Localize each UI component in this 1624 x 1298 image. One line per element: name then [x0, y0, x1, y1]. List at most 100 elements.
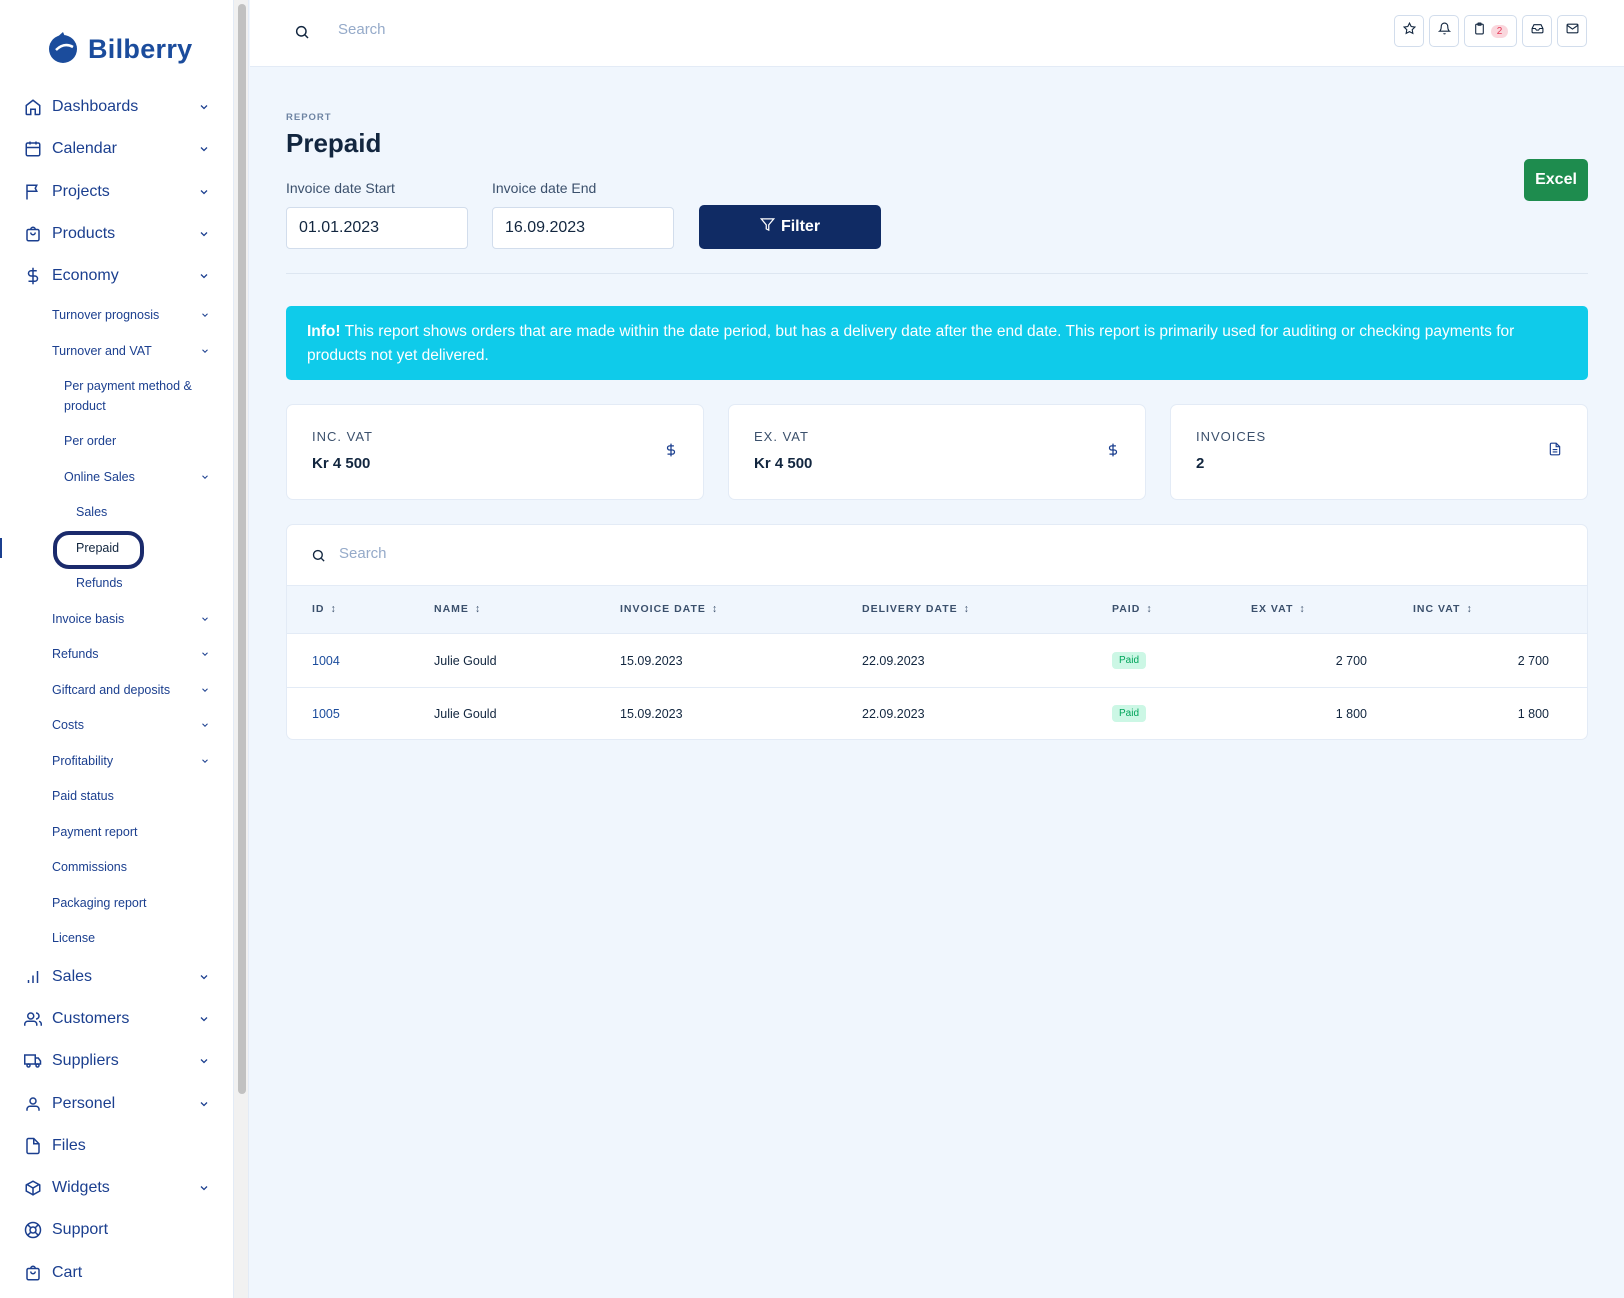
sidebar-item-license[interactable]: License: [52, 931, 96, 945]
sidebar-item-online-refunds[interactable]: Refunds: [76, 576, 123, 590]
nav-widgets[interactable]: Widgets: [22, 1177, 212, 1199]
order-id-link[interactable]: 1004: [312, 654, 340, 668]
chevron-down-icon: [196, 226, 212, 242]
chevron-down-icon: [196, 1096, 212, 1112]
sidebar-item-invoice-basis[interactable]: Invoice basis: [52, 609, 212, 629]
stat-label: INVOICES: [1196, 429, 1267, 444]
start-date-label: Invoice date Start: [286, 180, 395, 196]
sidebar-item-sales[interactable]: Sales: [76, 505, 108, 519]
file-icon: [22, 1135, 44, 1157]
filter-button[interactable]: Filter: [699, 205, 881, 249]
nav-sales[interactable]: Sales: [22, 966, 212, 988]
paid-status-badge: Paid: [1112, 705, 1147, 722]
sidebar-item-paid-status[interactable]: Paid status: [52, 789, 114, 803]
stat-value: Kr 4 500: [312, 455, 371, 472]
clipboard-button[interactable]: 2: [1464, 15, 1517, 47]
sidebar-item-turnover-and-vat[interactable]: Turnover and VAT: [52, 341, 212, 361]
sidebar-item-payment-report[interactable]: Payment report: [52, 825, 138, 839]
favorites-button[interactable]: [1394, 15, 1424, 47]
clipboard-count-badge: 2: [1490, 24, 1509, 38]
inc-vat-amount: 2 700: [1517, 654, 1549, 668]
column-header-inc-vat[interactable]: INC VAT ↕: [1413, 603, 1473, 615]
notifications-button[interactable]: [1429, 15, 1459, 47]
nav-support[interactable]: Support: [22, 1219, 212, 1241]
invoice-date: 15.09.2023: [620, 654, 683, 668]
nav-economy[interactable]: Economy: [22, 265, 212, 287]
nav-projects[interactable]: Projects: [22, 181, 212, 203]
inbox-button[interactable]: [1522, 15, 1552, 47]
chevron-down-icon: [198, 754, 212, 768]
sort-icon: ↕: [1299, 603, 1306, 615]
mail-button[interactable]: [1557, 15, 1587, 47]
sort-icon: ↕: [963, 603, 970, 615]
chevron-down-icon: [196, 141, 212, 157]
truck-icon: [22, 1050, 44, 1072]
table-row: 1005 Julie Gould 15.09.2023 22.09.2023 P…: [287, 688, 1587, 739]
chevron-down-icon: [198, 308, 212, 322]
column-header-name[interactable]: NAME ↕: [434, 603, 482, 615]
stat-card-invoices: INVOICES 2: [1170, 404, 1588, 500]
divider: [286, 273, 1588, 274]
customer-name: Julie Gould: [434, 707, 497, 721]
nav-dashboards[interactable]: Dashboards: [22, 96, 212, 118]
sidebar-item-profitability[interactable]: Profitability: [52, 751, 212, 771]
stat-card-inc-vat: INC. VAT Kr 4 500: [286, 404, 704, 500]
column-header-paid[interactable]: PAID ↕: [1112, 603, 1153, 615]
stat-label: EX. VAT: [754, 429, 809, 444]
column-header-ex-vat[interactable]: EX VAT ↕: [1251, 603, 1306, 615]
sidebar-item-per-order[interactable]: Per order: [64, 434, 117, 448]
nav-files[interactable]: Files: [22, 1135, 212, 1157]
global-search-input[interactable]: [338, 21, 638, 38]
table-search-input[interactable]: [339, 545, 739, 562]
end-date-label: Invoice date End: [492, 180, 597, 196]
sidebar-item-turnover-prognosis[interactable]: Turnover prognosis: [52, 305, 212, 325]
page-title: Prepaid: [286, 128, 382, 158]
end-date-input[interactable]: [492, 207, 674, 249]
sort-icon: ↕: [1466, 603, 1473, 615]
sidebar-item-online-sales[interactable]: Online Sales: [64, 467, 212, 487]
sidebar-item-per-payment-method[interactable]: Per payment method & product: [64, 379, 192, 413]
sidebar-item-packaging-report[interactable]: Packaging report: [52, 896, 147, 910]
box-icon: [22, 1177, 44, 1199]
sidebar-item-costs[interactable]: Costs: [52, 715, 212, 735]
scrollbar-thumb[interactable]: [238, 4, 246, 1094]
sidebar-scrollbar[interactable]: [234, 0, 249, 1298]
column-header-id[interactable]: ID ↕: [312, 603, 337, 615]
brand-name: Bilberry: [88, 34, 193, 64]
dollar-icon: [664, 441, 678, 464]
dollar-icon: [22, 265, 44, 287]
start-date-input[interactable]: [286, 207, 468, 249]
chevron-down-icon: [196, 268, 212, 284]
nav-products[interactable]: Products: [22, 223, 212, 245]
sidebar: Bilberry Dashboards Calendar Projects Pr…: [0, 0, 234, 1298]
column-header-invoice-date[interactable]: INVOICE DATE ↕: [620, 603, 719, 615]
column-header-delivery-date[interactable]: DELIVERY DATE ↕: [862, 603, 970, 615]
table-row: 1004 Julie Gould 15.09.2023 22.09.2023 P…: [287, 635, 1587, 688]
brand-logo[interactable]: Bilberry: [46, 30, 192, 69]
customer-name: Julie Gould: [434, 654, 497, 668]
info-alert-text: This report shows orders that are made w…: [307, 323, 1515, 364]
excel-export-button[interactable]: Excel: [1524, 159, 1588, 201]
sidebar-item-refunds[interactable]: Refunds: [52, 644, 212, 664]
filter-button-label: Filter: [780, 218, 821, 235]
dollar-icon: [1106, 441, 1120, 464]
nav-cart[interactable]: Cart: [22, 1262, 212, 1284]
sort-icon: ↕: [711, 603, 719, 615]
bilberry-logo-icon: [46, 30, 80, 69]
sidebar-item-commissions[interactable]: Commissions: [52, 860, 128, 874]
active-indicator: [0, 538, 2, 558]
sidebar-item-giftcard-and-deposits[interactable]: Giftcard and deposits: [52, 680, 212, 700]
nav-calendar[interactable]: Calendar: [22, 138, 212, 160]
active-focus-ring: [53, 531, 144, 569]
shopping-bag-icon: [22, 1262, 44, 1284]
sidebar-item-prepaid[interactable]: Prepaid: [76, 541, 120, 555]
nav-suppliers[interactable]: Suppliers: [22, 1050, 212, 1072]
life-buoy-icon: [22, 1219, 44, 1241]
nav-personel[interactable]: Personel: [22, 1093, 212, 1115]
table-header: ID ↕ NAME ↕ INVOICE DATE ↕ DELIVERY DATE ↕ P…: [287, 585, 1587, 634]
stat-card-ex-vat: EX. VAT Kr 4 500: [728, 404, 1146, 500]
file-text-icon: [1548, 441, 1562, 462]
page-pretitle: REPORT: [286, 112, 332, 123]
order-id-link[interactable]: 1005: [312, 707, 340, 721]
nav-customers[interactable]: Customers: [22, 1008, 212, 1030]
